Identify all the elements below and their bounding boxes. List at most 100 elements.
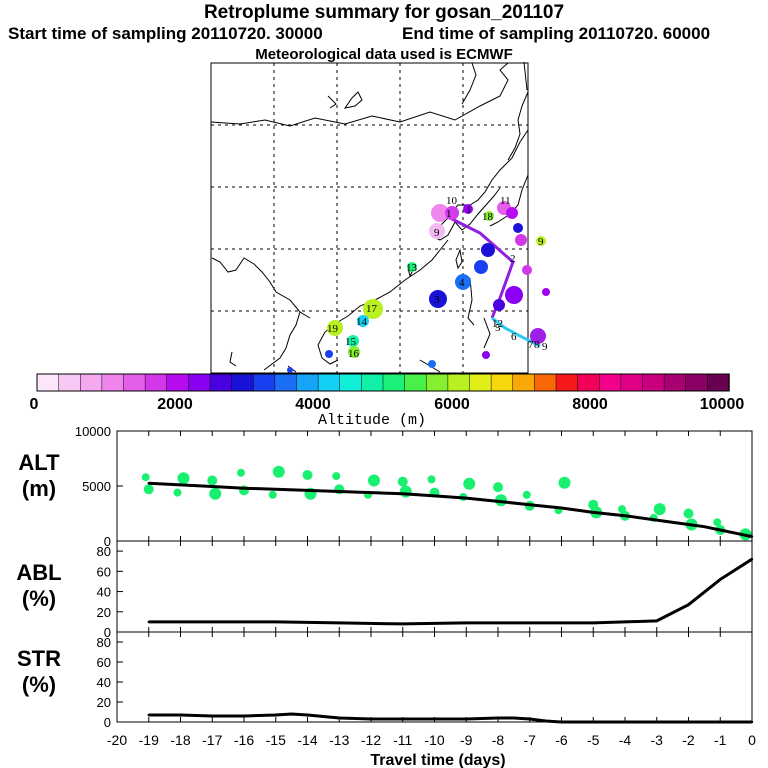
plume-point (522, 490, 531, 499)
plume-marker (474, 260, 488, 274)
plume-marker (522, 265, 532, 275)
colorbar-cell (599, 373, 622, 392)
day-label: 13 (406, 262, 418, 274)
map-panel: 1 1 2 3 4 5 6 7 8 9 9 9 10 11 12 13 14 1… (210, 61, 550, 374)
panel-frame (116, 540, 753, 633)
day-label: 1 (446, 208, 452, 220)
map-gridlines (211, 63, 528, 373)
colorbar-cell (469, 373, 492, 392)
series-point (465, 621, 468, 625)
series-point (719, 528, 722, 532)
x-axis-label: Travel time (days) (370, 752, 505, 768)
colorbar-tick: 8000 (572, 396, 608, 413)
plume-marker (530, 328, 546, 344)
y-axis-label: STR (17, 646, 61, 671)
y-tick-label: 20 (97, 695, 111, 710)
colorbar-cell (209, 373, 233, 392)
plume-marker (484, 211, 494, 221)
day-label: 18 (482, 211, 494, 223)
series-point (306, 713, 309, 717)
series-point (147, 713, 150, 717)
plume-marker (407, 262, 417, 272)
series-point (338, 621, 341, 625)
y-tick-label: 0 (104, 625, 111, 640)
x-tick-label: -2 (682, 732, 695, 748)
day-label: 7 (528, 339, 534, 351)
x-tick-label: -16 (234, 732, 254, 748)
series-point (401, 717, 404, 721)
colorbar-cell (123, 373, 146, 392)
day-label: 3 (434, 294, 440, 306)
colorbar-cell (404, 373, 427, 392)
series-line (148, 557, 753, 626)
day-label: 9 (538, 236, 544, 248)
colorbar-cell (620, 373, 644, 392)
colorbar-cell (534, 373, 557, 392)
plume-marker (515, 234, 527, 246)
y-tick-label: 40 (97, 675, 111, 690)
colorbar-cell (166, 373, 190, 392)
day-label: 12 (492, 318, 503, 330)
series-point (211, 485, 214, 488)
series-point (401, 492, 404, 495)
series-point (687, 720, 690, 724)
plume-marker (455, 274, 471, 290)
series-point (179, 713, 182, 717)
x-tick-label: -13 (329, 732, 349, 748)
plume-marker (481, 243, 495, 257)
day-label: 16 (348, 348, 360, 360)
trajectory-line-lower (491, 316, 541, 348)
y-tick-label: 5000 (82, 479, 111, 494)
series-point (369, 717, 373, 721)
series-line (148, 481, 753, 539)
plume-point (143, 484, 154, 495)
colorbar-label: Altitude (m) (318, 412, 426, 429)
series-point (433, 494, 436, 498)
colorbar-tick: 6000 (434, 396, 470, 413)
day-label: 5 (495, 322, 501, 334)
colorbar-cell (642, 373, 665, 392)
day-labels: 1 1 2 3 4 5 6 7 8 9 9 9 10 11 12 13 14 1… (327, 195, 548, 360)
series-point (465, 717, 468, 721)
plume-marker (325, 350, 333, 358)
plume-point (209, 487, 222, 500)
x-tick-label: -12 (361, 732, 381, 748)
start-time-label: Start time of sampling 20110720. 30000 (8, 24, 323, 43)
plume-point (332, 472, 341, 481)
x-tick-label: -7 (524, 732, 537, 748)
series-point (242, 714, 246, 718)
series-point (687, 523, 690, 526)
series-point (655, 619, 658, 623)
series-point (703, 525, 706, 528)
plume-marker (327, 320, 343, 336)
plume-point (141, 473, 150, 482)
series-point (528, 503, 531, 506)
series-point (719, 578, 722, 581)
colorbar-cell (361, 373, 384, 392)
plume-markers (287, 201, 550, 373)
plume-marker (505, 286, 523, 304)
series-point (655, 518, 658, 522)
plume-point (173, 488, 182, 497)
y-tick-label: 0 (104, 534, 111, 549)
series-point (401, 622, 404, 626)
series-point (147, 482, 150, 485)
series-point (338, 716, 341, 720)
colorbar-cell (101, 373, 125, 392)
series-point (274, 713, 277, 717)
x-tick-label: -15 (266, 732, 286, 748)
chart-title: Retroplume summary for gosan_201107 (203, 2, 565, 23)
series-point (560, 506, 563, 510)
x-tick-label: -18 (170, 732, 190, 748)
x-tick-label: -11 (393, 732, 412, 748)
series-point (623, 620, 627, 624)
colorbar-cell (339, 373, 363, 392)
plume-point (683, 508, 694, 519)
x-tick-label: 0 (748, 732, 756, 748)
day-label: 17 (366, 303, 378, 315)
y-axis-label: ABL (16, 560, 61, 585)
colorbar-cell (490, 373, 514, 392)
series-point (592, 720, 595, 724)
